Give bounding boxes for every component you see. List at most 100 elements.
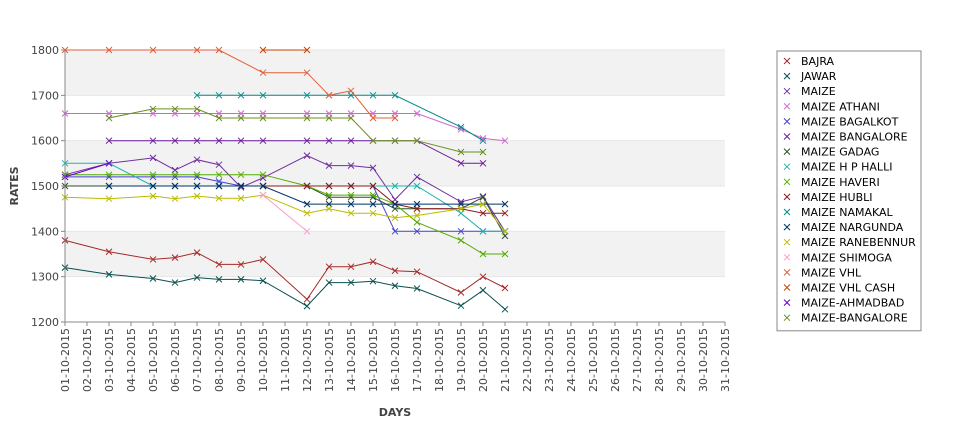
x-tick-label: 09-10-2015 (235, 328, 248, 392)
data-point (325, 162, 333, 169)
data-point (193, 156, 201, 164)
data-point (105, 248, 113, 256)
data-point (105, 195, 113, 203)
x-tick-label: 20-10-2015 (477, 328, 490, 392)
legend-label: MAIZE HUBLI (801, 191, 872, 204)
y-tick-label: 1300 (31, 271, 59, 284)
legend-label: MAIZE (801, 85, 836, 98)
data-point (105, 137, 113, 145)
data-point (391, 200, 399, 208)
y-tick-label: 1200 (31, 316, 59, 329)
data-point (215, 171, 223, 179)
data-point (215, 182, 223, 190)
data-point (215, 114, 223, 122)
legend-label: MAIZE NARGUNDA (801, 221, 904, 234)
grid-band (65, 231, 725, 277)
data-point (171, 137, 179, 145)
data-point (193, 137, 201, 145)
data-point (369, 209, 377, 217)
data-point (171, 171, 179, 179)
data-point (171, 195, 179, 203)
x-tick-label: 30-10-2015 (697, 328, 710, 392)
data-point (237, 137, 245, 145)
data-point (215, 261, 223, 268)
legend-marker (783, 269, 791, 276)
data-point (391, 137, 399, 145)
data-point (259, 182, 267, 190)
y-tick-label: 1700 (31, 89, 59, 102)
data-point (303, 91, 311, 99)
data-point (457, 302, 465, 310)
data-point (347, 114, 355, 122)
x-tick-label: 14-10-2015 (345, 328, 358, 392)
data-point (149, 154, 157, 162)
data-point (479, 193, 487, 201)
data-point (391, 227, 399, 235)
data-point (105, 171, 113, 179)
data-point (413, 110, 421, 117)
data-point (303, 46, 311, 54)
data-point (193, 249, 201, 256)
x-tick-label: 12-10-2015 (301, 328, 314, 392)
data-point (303, 137, 311, 145)
legend-marker (783, 133, 791, 140)
x-tick-label: 28-10-2015 (653, 328, 666, 392)
legend-label: MAIZE NAMAKAL (801, 206, 894, 219)
data-point (237, 114, 245, 122)
legend-marker (783, 163, 791, 171)
legend-label: MAIZE VHL CASH (801, 282, 895, 295)
x-axis-title: DAYS (379, 406, 412, 419)
x-tick-label: 24-10-2015 (565, 328, 578, 392)
x-tick-label: 18-10-2015 (433, 328, 446, 392)
data-point (105, 46, 113, 54)
data-point (369, 191, 377, 199)
data-point (237, 194, 245, 202)
x-tick-label: 17-10-2015 (411, 328, 424, 392)
legend-label: BAJRA (801, 55, 835, 68)
grid-band (65, 50, 725, 96)
data-point (303, 302, 311, 310)
legend-marker (783, 87, 791, 95)
legend-label: MAIZE SHIMOGA (801, 251, 892, 264)
data-point (215, 276, 223, 283)
data-point (501, 305, 509, 313)
legend-label: MAIZE RANEBENNUR (801, 236, 916, 249)
data-point (215, 194, 223, 202)
legend-items: BAJRA JAWAR MAIZE MAIZE ATHANI MAIZE BAGALKO… (783, 55, 916, 325)
data-point (237, 171, 245, 179)
x-tick-label: 10-10-2015 (257, 328, 270, 392)
series-bajra (61, 237, 509, 303)
data-point (457, 227, 465, 235)
data-point (215, 161, 223, 169)
data-point (501, 200, 509, 208)
data-point (303, 69, 311, 77)
series-maize-bangalore (105, 105, 487, 156)
data-point (413, 268, 421, 276)
x-tick-label: 05-10-2015 (147, 328, 160, 392)
data-point (149, 46, 157, 54)
legend-marker (783, 118, 791, 125)
data-point (237, 91, 245, 99)
x-tick-label: 02-10-2015 (81, 328, 94, 392)
data-point (193, 105, 201, 113)
data-point (171, 182, 179, 190)
data-point (303, 152, 311, 159)
x-tick-label: 01-10-2015 (59, 328, 72, 392)
legend-marker (783, 314, 791, 322)
data-point (347, 137, 355, 145)
data-point (325, 279, 333, 286)
series-line (109, 185, 505, 205)
data-point (325, 205, 333, 213)
data-point (347, 191, 355, 199)
legend-marker (783, 193, 791, 201)
series-maize-shimoga (259, 191, 311, 235)
legend-marker (783, 72, 791, 80)
data-point (193, 192, 201, 200)
data-point (479, 159, 487, 167)
data-point (369, 277, 377, 285)
x-tick-label: 04-10-2015 (125, 328, 138, 392)
series-jawar (61, 264, 509, 313)
data-point (325, 91, 333, 99)
data-point (259, 174, 267, 182)
legend-marker (783, 102, 791, 110)
